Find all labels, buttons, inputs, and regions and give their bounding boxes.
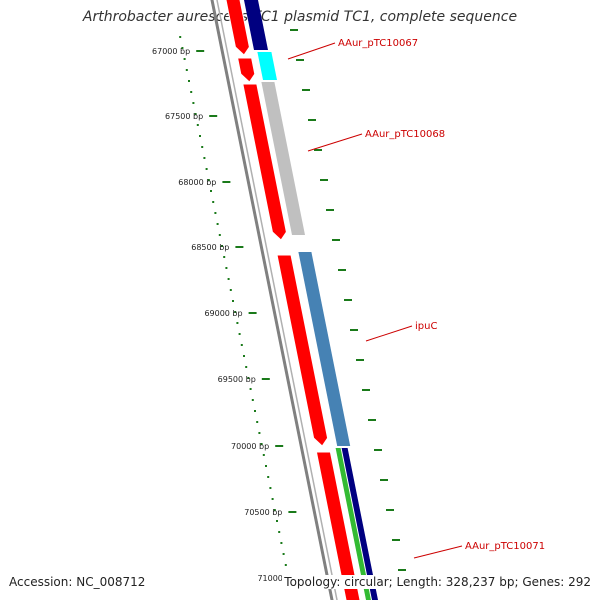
gene-label-leader [365,325,413,342]
gene-aaur-ptc10068 [261,82,305,235]
ruler-dot [203,157,206,159]
ruler-dot [256,421,259,423]
ruler-dot [284,564,287,566]
ruler-dot [280,542,283,544]
ruler-dot [265,465,267,467]
ruler-dot [236,322,239,324]
ruler-dot [179,36,182,38]
ruler-dot [276,520,278,522]
ruler-dot [258,432,261,434]
gene-label-leader [307,133,363,152]
ruler-dot [238,333,241,335]
forward-gene-arrow [276,254,329,447]
ruler-tick-label: 68000 bp [178,178,216,187]
ruler-dot [188,80,190,82]
ruler-dot [218,234,221,236]
ruler-dot [210,190,212,192]
ruler-dot [181,47,184,49]
bp-ruler: 67000 bp 67500 bp 68000 bp 68500 bp 69000 bp… [152,29,406,583]
backbone-line-outer [210,0,334,600]
sequence-backbone [210,0,338,600]
ruler-dot [234,311,237,313]
ruler-tick-label: 68500 bp [191,243,229,252]
ruler-dot [254,410,256,412]
ruler-dot [260,443,263,445]
ruler-dot [269,487,272,489]
ruler-dot [214,212,217,214]
ruler-dot [192,102,195,104]
topology-stats: Topology: circular; Length: 328,237 bp; … [282,575,591,589]
forward-gene-arrow [236,57,256,83]
ruler-dot [212,201,215,203]
gene-aaur-ptc10067 [257,52,277,80]
ruler-dot [282,553,285,555]
ruler-dot [251,399,254,401]
accession-text: Accession: NC_008712 [9,575,146,589]
ruler-tick-label: 70500 bp [244,508,282,517]
ruler-dot [243,355,245,357]
ruler-dot [267,476,270,478]
gene-label[interactable]: ipuC [415,321,437,332]
ruler-dot [262,454,265,456]
gene-navy [244,0,268,50]
ruler-tick-label: 69500 bp [218,375,256,384]
ruler-tick-label: 69000 bp [204,309,242,318]
ruler-dot [245,366,248,368]
gene-label[interactable]: AAur_pTC10067 [338,38,418,49]
ruler-dot [190,91,193,93]
ruler-dot [201,146,204,148]
ruler-tick-label: 70000 bp [231,442,269,451]
gene-track [225,0,379,600]
ruler-dot [205,168,208,170]
ruler-dot [249,388,252,390]
map-title: Arthrobacter aurescens TC1 plasmid TC1, … [82,9,518,25]
ruler-dot [227,278,230,280]
gene-label-leader [413,545,463,559]
gene-label-leader [287,42,336,60]
ruler-dot [196,124,199,126]
ruler-dot [247,377,250,379]
ruler-tick-label: 71000 bp [257,574,295,583]
ruler-dot [183,58,186,60]
ruler-dot [199,135,201,137]
ruler-dot [232,300,234,302]
ruler-dot [194,113,197,115]
backbone-line-inner [216,0,338,600]
ruler-dot [273,509,276,511]
ruler-dot [225,267,228,269]
gene-labels: AAur_pTC10067 AAur_pTC10068 ipuC AAur_pTC10… [287,38,545,559]
ruler-dot [271,498,274,500]
ruler-dot [278,531,281,533]
ruler-dot [221,245,223,247]
ruler-tick-label: 67500 bp [165,112,203,121]
gene-green [335,448,372,600]
forward-gene-arrow [225,0,250,56]
ruler-dot [229,289,232,291]
ruler-dot [223,256,226,258]
ruler-dot [240,344,243,346]
ruler-dot [216,223,219,225]
forward-gene-arrow [242,83,287,241]
ruler-dot [207,179,210,181]
ruler-tick-label: 67000 bp [152,47,190,56]
gene-aaur-ptc10071 [341,448,379,600]
gene-label[interactable]: AAur_pTC10068 [365,129,445,140]
gene-label[interactable]: AAur_pTC10071 [465,541,545,552]
ruler-dot [185,69,188,71]
forward-gene-arrow [315,451,361,600]
gene-ipuc [298,252,351,446]
